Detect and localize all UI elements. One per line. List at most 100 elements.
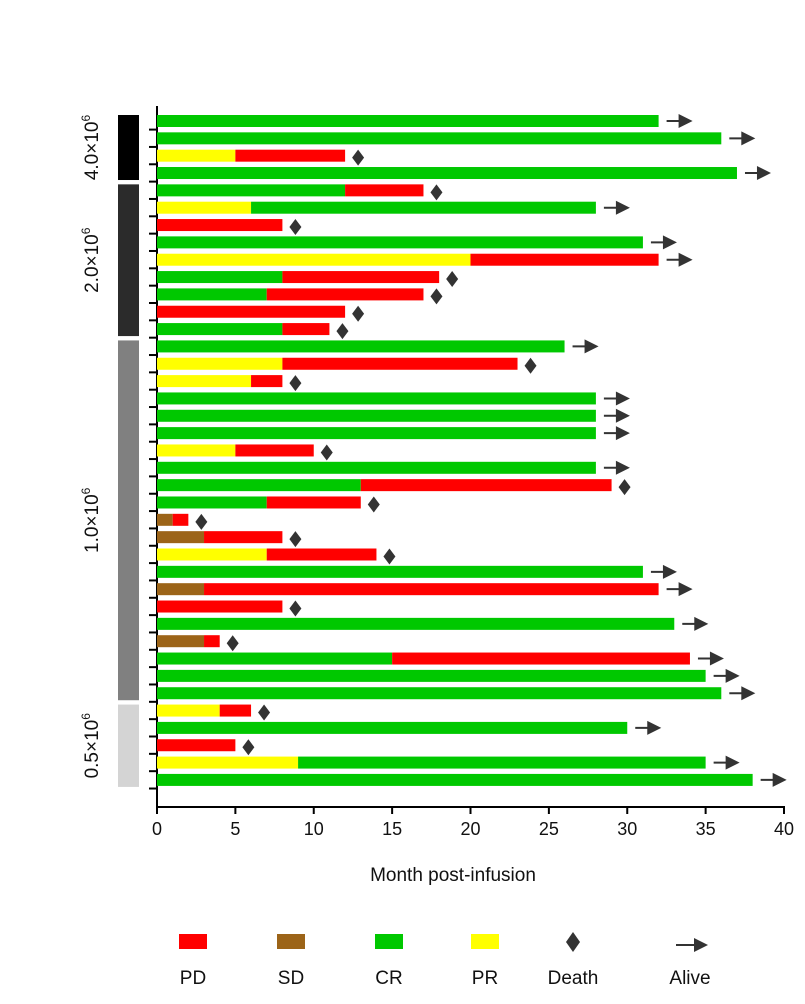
x-tick-label: 5 — [230, 819, 240, 839]
alive-arrow-head — [709, 651, 724, 666]
bar-segment-cr — [157, 617, 675, 630]
bar-segment-cr — [157, 184, 346, 197]
bar-segment-cr — [157, 721, 628, 734]
bar-segment-pr — [157, 756, 299, 769]
alive-arrow-head — [678, 582, 693, 597]
alive-arrow-head — [694, 616, 709, 631]
bar-segment-cr — [157, 565, 643, 578]
alive-arrow-head — [615, 426, 630, 441]
bar-segment-cr — [157, 288, 267, 301]
bar-segment-cr — [157, 167, 737, 180]
bar-segment-pd — [235, 444, 314, 457]
alive-arrow-head — [615, 200, 630, 215]
legend-label: Death — [548, 968, 599, 989]
alive-arrow-head — [772, 772, 787, 787]
death-marker — [195, 513, 208, 530]
death-marker — [289, 600, 302, 617]
alive-arrow-head — [662, 564, 677, 579]
death-marker — [242, 739, 255, 756]
dose-group-label: 0.5×106 — [79, 713, 103, 779]
legend-swatch-sd — [277, 934, 305, 949]
alive-arrow-head — [647, 720, 662, 735]
x-tick-label: 10 — [304, 819, 324, 839]
bar-segment-pd — [157, 305, 346, 318]
alive-arrow-head — [756, 166, 771, 181]
x-tick-label: 15 — [382, 819, 402, 839]
death-marker — [336, 323, 349, 340]
bar-segment-pd — [157, 739, 236, 752]
x-axis-ticks: 0 5 10 15 20 25 30 35 40 — [152, 807, 794, 839]
bar-segment-cr — [157, 773, 753, 786]
dose-group-label: 4.0×106 — [79, 115, 103, 181]
death-marker — [524, 357, 537, 374]
y-axis-ticks — [149, 128, 157, 790]
x-tick-label: 40 — [774, 819, 794, 839]
alive-arrow-head — [584, 339, 599, 354]
dose-group-exponent: 6 — [79, 115, 93, 122]
bar-segment-pd — [235, 149, 346, 162]
death-marker — [618, 479, 631, 496]
bar-segment-cr — [251, 201, 596, 214]
bar-segment-pr — [157, 548, 267, 561]
alive-arrow-head — [615, 408, 630, 423]
alive-arrow-head — [615, 391, 630, 406]
x-tick-label: 20 — [460, 819, 480, 839]
bar-segment-cr — [157, 340, 565, 353]
bar-segment-sd — [157, 531, 205, 544]
alive-arrow-head — [725, 755, 740, 770]
bar-segment-pd — [282, 271, 440, 284]
alive-arrow-head — [662, 235, 677, 250]
bar-segment-cr — [157, 687, 722, 700]
death-marker — [289, 375, 302, 392]
legend-swatch-cr — [375, 934, 403, 949]
bar-segment-pd — [204, 531, 283, 544]
legend-label: PR — [472, 968, 498, 989]
bar-segment-pr — [157, 149, 236, 162]
legend-label: Alive — [669, 968, 710, 989]
death-marker — [289, 219, 302, 236]
bar-segment-pr — [157, 201, 252, 214]
dose-group-exponent: 6 — [79, 487, 93, 494]
x-tick-label: 0 — [152, 819, 162, 839]
bar-segment-cr — [157, 461, 596, 474]
bar-segment-cr — [157, 427, 596, 440]
legend-label: PD — [180, 968, 206, 989]
death-marker — [289, 531, 302, 548]
bar-segment-pd — [219, 704, 252, 717]
legend-swatch-death — [566, 932, 580, 952]
dose-group-bar — [118, 115, 139, 181]
dose-group-bar — [118, 704, 139, 787]
death-marker — [258, 704, 271, 721]
bar-segment-cr — [157, 479, 361, 492]
legend: PD SD CR PR Death Alive — [179, 932, 711, 989]
bar-segment-pd — [470, 253, 659, 266]
bar-segment-pd — [266, 288, 424, 301]
bar-segment-cr — [157, 392, 596, 405]
dose-group-bar — [118, 340, 139, 701]
legend-swatch-pr — [471, 934, 499, 949]
bar-segment-pr — [157, 375, 252, 388]
alive-arrow-head — [678, 114, 693, 128]
death-marker — [367, 496, 380, 513]
x-tick-label: 35 — [696, 819, 716, 839]
bar-segment-cr — [157, 236, 643, 249]
bar-segment-pd — [204, 635, 220, 648]
patient-bars — [157, 115, 753, 786]
bar-segment-pd — [345, 184, 424, 197]
dose-group-label: 2.0×106 — [79, 227, 103, 293]
legend-label: SD — [278, 968, 304, 989]
alive-arrow-head — [725, 668, 740, 683]
death-marker — [352, 305, 365, 322]
legend-label: CR — [375, 968, 402, 989]
legend-swatch-pd — [179, 934, 207, 949]
bar-segment-sd — [157, 513, 173, 526]
bar-segment-pd — [251, 375, 283, 388]
bar-segment-cr — [157, 115, 659, 127]
bar-segment-pr — [157, 704, 220, 717]
bar-segment-pd — [157, 219, 283, 232]
death-marker — [383, 548, 396, 565]
dose-group-labels: 4.0×106 2.0×106 1.0×106 0.5×106 — [79, 115, 103, 779]
dose-group-bars — [118, 115, 139, 787]
death-marker — [446, 271, 459, 288]
